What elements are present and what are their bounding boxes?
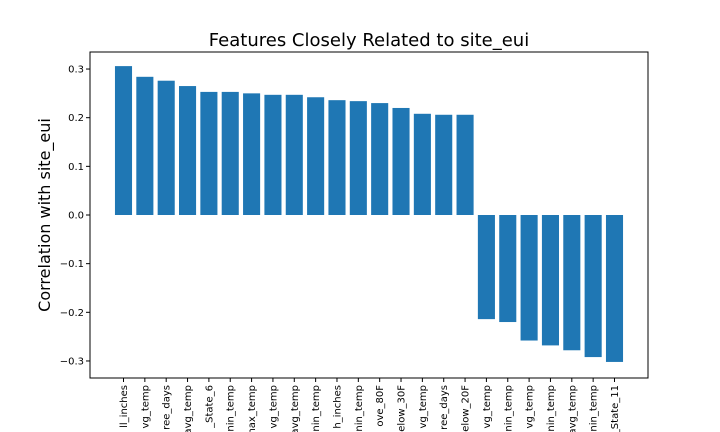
x-tick-label: avg_temp <box>290 385 301 432</box>
bar <box>541 215 559 346</box>
x-tick-label: avg_temp <box>567 385 578 432</box>
bar <box>157 80 175 216</box>
x-tick-label: vg_temp <box>525 385 536 428</box>
x-tick-label: vg_temp <box>482 385 493 428</box>
x-tick-label: ll_inches <box>119 385 130 428</box>
x-tick-label: nin_temp <box>589 385 600 432</box>
bar <box>605 215 624 362</box>
y-axis: −0.3 −0.2 −0.1 0.0 0.1 0.2 0.3 <box>60 65 90 367</box>
bar <box>285 94 303 215</box>
bar <box>413 113 431 215</box>
bar <box>264 94 282 215</box>
y-tick-label: 0.3 <box>68 65 84 76</box>
x-axis: ll_inches vg_temp ree_days avg_temp _State_6… <box>119 378 621 432</box>
x-tick-label: elow_20F <box>461 385 472 432</box>
bar <box>114 66 133 215</box>
x-tick-label: elow_30F <box>397 385 408 432</box>
x-tick-label: vg_temp <box>418 385 429 428</box>
bar <box>563 215 581 351</box>
bar <box>392 107 410 215</box>
x-tick-label: vg_temp <box>140 385 151 428</box>
x-tick-label: ree_days <box>162 385 173 430</box>
bar <box>477 215 495 320</box>
x-tick-label: ove_80F <box>375 385 386 427</box>
x-tick-label: avg_temp <box>183 385 194 432</box>
y-tick-label: −0.3 <box>60 356 84 367</box>
x-tick-label: nax_temp <box>247 385 258 432</box>
bar <box>179 86 197 215</box>
bar <box>328 100 346 215</box>
plot-frame <box>89 51 649 379</box>
y-tick-label: 0.2 <box>68 113 84 124</box>
bar <box>349 101 367 215</box>
bar <box>243 93 261 215</box>
chart-title: Features Closely Related to site_eui <box>209 30 529 51</box>
y-axis-title: Correlation with site_eui <box>35 118 55 312</box>
x-tick-label: nin_temp <box>354 385 365 432</box>
bar <box>200 91 218 215</box>
x-tick-label: vg_temp <box>268 385 279 428</box>
bar <box>584 215 602 358</box>
y-tick-label: 0.0 <box>68 211 84 222</box>
y-tick-label: −0.2 <box>60 308 84 319</box>
x-tick-label: _State_11 <box>610 385 621 432</box>
x-tick-label: nin_temp <box>546 385 557 432</box>
bar <box>221 91 239 215</box>
x-tick-label: h_inches <box>332 385 343 429</box>
x-tick-label: nin_temp <box>503 385 514 432</box>
y-tick-label: −0.1 <box>60 259 84 270</box>
bars-group <box>114 66 624 362</box>
bar <box>371 103 389 215</box>
x-tick-label: nin_temp <box>226 385 237 432</box>
bar <box>520 215 538 341</box>
bar <box>499 215 517 323</box>
bar <box>456 114 474 215</box>
y-tick-label: 0.1 <box>68 162 84 173</box>
bar <box>136 76 154 215</box>
bar <box>307 97 325 215</box>
x-tick-label: ree_days <box>439 385 450 430</box>
bar <box>435 114 453 215</box>
x-tick-label: _State_6 <box>204 385 215 429</box>
x-tick-label: nin_temp <box>311 385 322 432</box>
